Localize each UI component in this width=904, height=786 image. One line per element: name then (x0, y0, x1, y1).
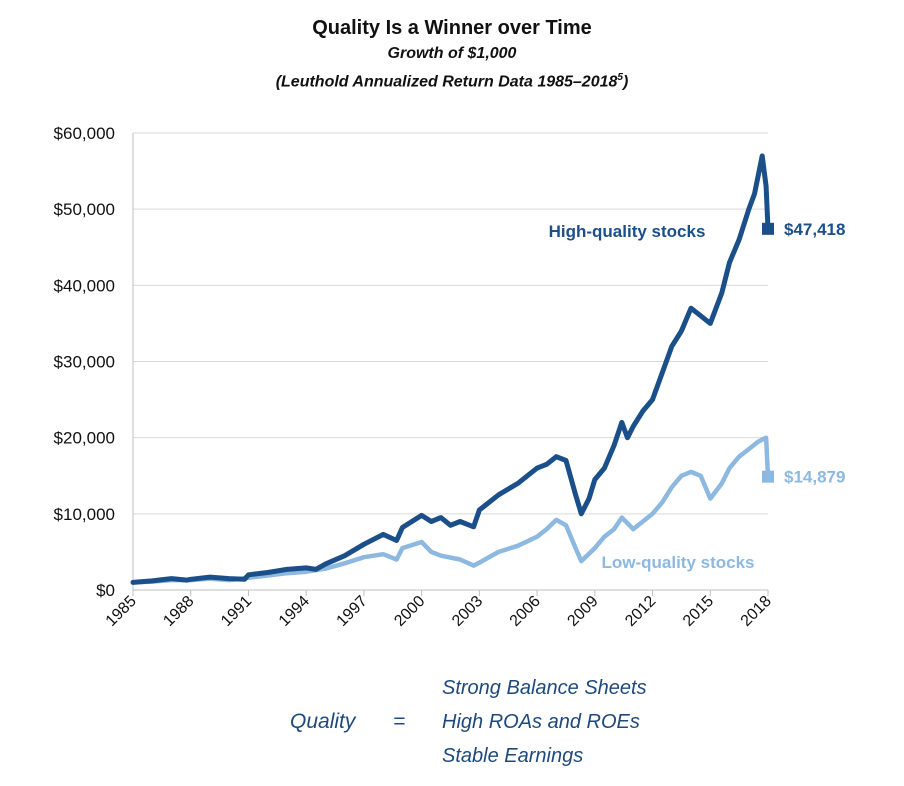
y-tick-label: $60,000 (54, 124, 115, 143)
series-lines (130, 153, 774, 585)
x-tick-label: 2009 (564, 593, 601, 630)
x-tick-label: 1991 (218, 593, 255, 630)
x-tick-label: 2018 (738, 593, 775, 630)
x-tick-label: 2012 (622, 593, 659, 630)
x-tick-label: 1997 (334, 593, 371, 630)
end-point-marker (762, 222, 774, 235)
chart-subtitle: Growth of $1,000 (387, 45, 517, 62)
x-tick-label: 1994 (276, 593, 313, 630)
source-note-text: (Leuthold Annualized Return Data 1985–20… (275, 73, 618, 91)
y-tick-label: $50,000 (54, 200, 115, 219)
x-tick-label: 2003 (449, 593, 486, 630)
formula-equals: = (393, 710, 406, 733)
y-axis-ticks: $0 $10,000 $20,000 $30,000 $40,000 $50,000 $60… (54, 124, 115, 600)
x-tick-label: 2015 (680, 593, 717, 630)
formula-item: Strong Balance Sheets (442, 677, 647, 699)
x-axis-ticks: 1985 1988 1991 1994 1997 2000 2003 2006 2009 2012… (103, 590, 775, 630)
end-value-label: $14,879 (784, 468, 845, 487)
series-label-low-quality: Low-quality stocks (601, 553, 754, 572)
y-tick-label: $10,000 (54, 505, 115, 524)
x-tick-label: 1988 (160, 593, 197, 630)
y-tick-label: $30,000 (54, 353, 115, 372)
gridlines (132, 132, 768, 591)
y-tick-label: $20,000 (54, 429, 115, 448)
formula-item: Stable Earnings (442, 745, 584, 767)
source-footnote-marker: 5 (617, 72, 623, 83)
formula-lhs: Quality (290, 710, 356, 733)
chart-title: Quality Is a Winner over Time (312, 17, 592, 39)
end-value-label: $47,418 (784, 220, 845, 239)
series-labels: $14,879 $47,418 High-quality stocks Low-qua… (549, 220, 846, 572)
series-line-low-quality (130, 435, 771, 585)
end-point-marker (762, 470, 774, 483)
x-tick-label: 2000 (391, 593, 428, 630)
chart-title-block: Quality Is a Winner over Time Growth of … (0, 14, 904, 94)
formula-item: High ROAs and ROEs (442, 711, 640, 733)
formula-items: Strong Balance Sheets High ROAs and ROEs… (442, 674, 647, 776)
series-line-high-quality (130, 153, 771, 585)
source-note-close: ) (622, 73, 629, 91)
y-tick-label: $40,000 (54, 276, 115, 295)
x-tick-label: 2006 (507, 593, 544, 630)
y-tick-label: $0 (96, 581, 115, 600)
chart-source-note: (Leuthold Annualized Return Data 1985–20… (0, 66, 904, 94)
series-label-high-quality: High-quality stocks (549, 222, 706, 241)
